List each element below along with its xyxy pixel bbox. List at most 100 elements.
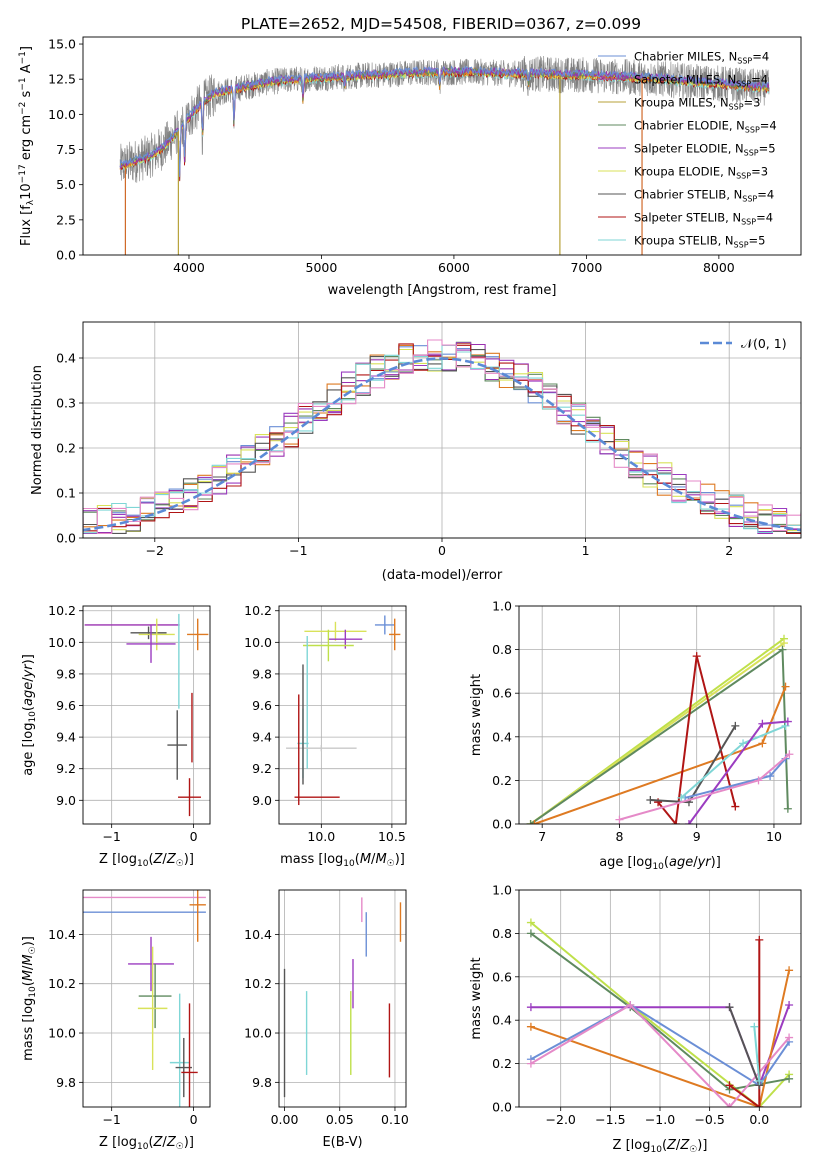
weight-marker bbox=[755, 1103, 764, 1107]
x-axis-label: mass [log10(M/M☉)] bbox=[280, 852, 405, 869]
y-tick-label: 9.8 bbox=[56, 666, 76, 681]
weight-marker bbox=[526, 820, 535, 824]
weight-marker bbox=[785, 966, 794, 975]
y-tick-label: 9.6 bbox=[56, 698, 76, 713]
legend-label: Kroupa STELIB, NSSP=5 bbox=[634, 234, 765, 250]
axes-frame bbox=[82, 889, 211, 1108]
frame-weight-age: 7 8 9 10 0.0 0.2 0.4 0.6 0.8 1.0 age [log10(age/yr… bbox=[469, 599, 802, 872]
y-axis-label: Normed distribution bbox=[30, 365, 45, 495]
x-axis-label: (data-model)/error bbox=[382, 568, 503, 583]
panel-weight-age: 7 8 9 10 0.0 0.2 0.4 0.6 0.8 1.0 age [log10(age/yr… bbox=[469, 599, 802, 872]
x-tick-label: 0 bbox=[190, 829, 198, 844]
y-tick-label: 9.2 bbox=[56, 761, 76, 776]
y-tick-label: 9.8 bbox=[252, 1075, 272, 1090]
y-tick-label: 9.6 bbox=[252, 698, 272, 713]
y-tick-label: 5.0 bbox=[56, 177, 76, 192]
weight-marker bbox=[783, 804, 792, 813]
weight-series-line bbox=[530, 1003, 790, 1087]
y-axis-label: mass weight bbox=[469, 957, 484, 1039]
weight-marker bbox=[684, 820, 693, 824]
x-tick-label: 0.00 bbox=[271, 1112, 299, 1127]
legend-label: Chabrier ELODIE, NSSP=4 bbox=[634, 119, 777, 135]
gaussian-reference-line bbox=[83, 357, 801, 532]
y-tick-label: 0.4 bbox=[492, 729, 512, 744]
x-tick-label: 0.10 bbox=[381, 1112, 409, 1127]
weight-series-line bbox=[657, 655, 737, 824]
spectrum-model-line bbox=[119, 65, 770, 178]
x-tick-label: −1 bbox=[102, 829, 120, 844]
weight-marker bbox=[778, 645, 787, 654]
weight-marker bbox=[758, 719, 767, 728]
y-tick-label: 0.8 bbox=[492, 926, 512, 941]
axes-frame bbox=[518, 605, 802, 825]
weight-marker bbox=[785, 1033, 794, 1042]
x-tick-label: 1 bbox=[582, 543, 590, 558]
y-tick-label: 2.5 bbox=[56, 212, 76, 227]
x-tick-label: −2.0 bbox=[546, 1112, 576, 1127]
x-tick-label: −1 bbox=[102, 1112, 120, 1127]
x-tick-label: −1.5 bbox=[595, 1112, 625, 1127]
y-tick-label: 12.5 bbox=[48, 72, 76, 87]
weight-marker bbox=[526, 918, 535, 927]
x-tick-label: 0.05 bbox=[326, 1112, 354, 1127]
legend-label: Chabrier STELIB, NSSP=4 bbox=[634, 188, 774, 204]
y-tick-label: 10.0 bbox=[244, 635, 272, 650]
weight-marker bbox=[754, 776, 763, 785]
y-tick-label: 0.6 bbox=[492, 686, 512, 701]
y-tick-label: 10.0 bbox=[48, 107, 76, 122]
weight-series-line bbox=[530, 921, 790, 1107]
y-axis-label: Flux [fλ10−17 erg cm−2 s−1 A−1] bbox=[18, 46, 36, 246]
weight-series-line bbox=[728, 939, 761, 1107]
y-tick-label: 0.2 bbox=[492, 773, 512, 788]
x-tick-label: 6000 bbox=[438, 260, 470, 275]
weight-marker bbox=[671, 820, 680, 824]
weight-marker bbox=[766, 772, 775, 781]
weight-marker bbox=[725, 1003, 734, 1012]
figure-title: PLATE=2652, MJD=54508, FIBERID=0367, z=0… bbox=[241, 15, 641, 33]
weight-series-line bbox=[728, 1006, 761, 1086]
weight-marker bbox=[646, 796, 655, 805]
plot-area-mass-Z bbox=[83, 890, 206, 1107]
weight-series-line bbox=[530, 970, 791, 1107]
x-tick-label: −0.5 bbox=[694, 1112, 724, 1127]
y-axis-label: mass weight bbox=[469, 674, 484, 756]
x-tick-label: 7000 bbox=[570, 260, 602, 275]
x-axis-label: Z [log10(Z/Z☉)] bbox=[99, 852, 194, 869]
y-tick-label: 9.2 bbox=[252, 761, 272, 776]
weight-marker bbox=[781, 721, 790, 730]
y-tick-label: 0.0 bbox=[56, 531, 76, 546]
y-tick-label: 9.0 bbox=[56, 793, 76, 808]
weight-marker bbox=[725, 1081, 734, 1090]
x-tick-label: 4000 bbox=[173, 260, 205, 275]
frame-age-Z: −1 0 9.0 9.2 9.4 9.6 9.8 10.0 10.2 Z [log10(Z/Z☉)… bbox=[21, 603, 211, 869]
y-tick-label: 0.1 bbox=[56, 486, 76, 501]
panel-spectrum: 4000 5000 6000 7000 8000 0.0 2.5 5.0 7.5 10.0 12.5… bbox=[18, 36, 802, 298]
y-tick-label: 7.5 bbox=[56, 142, 76, 157]
y-tick-label: 10.0 bbox=[48, 635, 76, 650]
weight-marker bbox=[758, 739, 767, 748]
x-axis-label: Z [log10(Z/Z☉)] bbox=[613, 1138, 708, 1155]
weight-series-line bbox=[753, 1026, 761, 1082]
weight-marker bbox=[530, 820, 539, 824]
weight-marker bbox=[731, 721, 740, 730]
plot-area-age-Z bbox=[84, 613, 209, 817]
weight-marker bbox=[750, 1022, 759, 1031]
x-axis-label: wavelength [Angstrom, rest frame] bbox=[328, 283, 557, 298]
axes-frame bbox=[82, 36, 802, 256]
histogram-step-line bbox=[83, 339, 801, 535]
legend-label: Kroupa ELODIE, NSSP=3 bbox=[634, 165, 768, 181]
frame-mass-Z: −1 0 9.8 10.0 10.2 10.4 Z [log10(Z/Z☉)] mass [l… bbox=[21, 889, 211, 1152]
y-tick-label: 0.4 bbox=[492, 1013, 512, 1028]
y-tick-label: 10.4 bbox=[48, 927, 76, 942]
x-tick-label: −1 bbox=[289, 543, 307, 558]
weight-marker bbox=[785, 750, 794, 759]
panel-mass-EBV: 0.00 0.05 0.10 9.8 10.0 10.2 10.4 E(B-V) bbox=[244, 889, 409, 1150]
y-tick-label: 0.2 bbox=[492, 1056, 512, 1071]
plot-area-mass-EBV bbox=[283, 897, 402, 1098]
weight-marker bbox=[526, 1022, 535, 1031]
weight-marker bbox=[755, 1076, 764, 1085]
panel-weight-Z: −2.0 −1.5 −1.0 −0.5 0.0 0.0 0.2 0.4 0.6 0.8 1.0 Z [… bbox=[469, 883, 802, 1155]
frame-age-mass: 10.0 10.5 9.0 9.2 9.4 9.6 9.8 10.0 10.2 mass [log… bbox=[244, 603, 407, 869]
weight-marker bbox=[781, 682, 790, 691]
